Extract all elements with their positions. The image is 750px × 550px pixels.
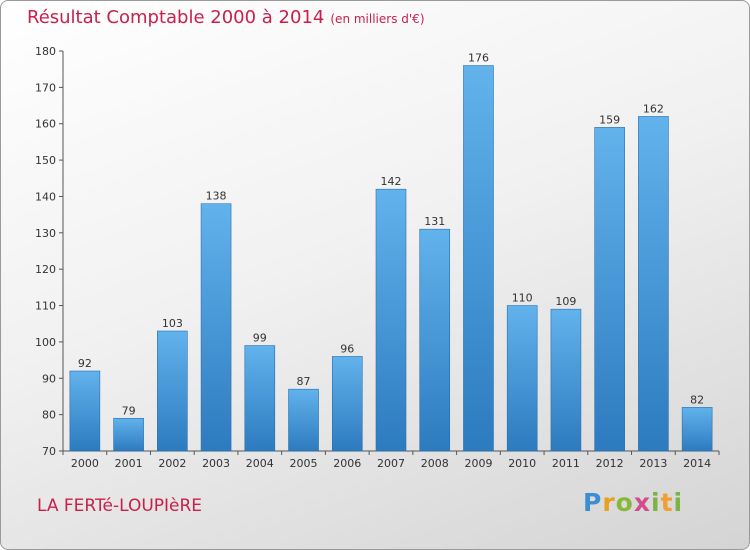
y-tick-label: 180 <box>35 45 56 58</box>
bar <box>550 308 582 452</box>
chart-title: Résultat Comptable 2000 à 2014 (en millie… <box>27 7 425 28</box>
bar <box>69 370 101 452</box>
bar <box>244 345 276 452</box>
bar-value-label: 96 <box>340 342 354 355</box>
bar-value-label: 103 <box>162 317 183 330</box>
x-tick-label: 2012 <box>596 457 624 470</box>
y-tick-label: 80 <box>42 409 56 422</box>
bars <box>69 65 713 452</box>
chart-subtitle: (en milliers d'€) <box>330 12 425 26</box>
bar <box>113 417 144 452</box>
commune-name: LA FERTé-LOUPIèRE <box>37 496 203 516</box>
bar <box>506 305 538 452</box>
y-tick-label: 100 <box>35 336 56 349</box>
y-tick-label: 130 <box>35 227 56 240</box>
bar <box>331 356 363 452</box>
x-tick-label: 2003 <box>202 457 230 470</box>
bar <box>638 116 669 452</box>
bar <box>375 188 407 452</box>
bar <box>463 65 494 452</box>
bar-value-label: 79 <box>122 404 136 417</box>
bar-value-label: 162 <box>643 102 664 115</box>
x-tick-label: 2005 <box>290 457 318 470</box>
bar-value-label: 87 <box>297 375 311 388</box>
y-tick-label: 140 <box>35 190 56 203</box>
x-tick-label: 2002 <box>158 457 186 470</box>
bar <box>157 330 188 452</box>
x-tick-label: 2004 <box>246 457 274 470</box>
x-tick-label: 2009 <box>464 457 492 470</box>
bar <box>594 127 625 452</box>
logo-letter: i <box>673 488 684 517</box>
logo-letter: i <box>651 488 661 517</box>
x-tick-label: 2013 <box>639 457 667 470</box>
x-tick-label: 2007 <box>377 457 405 470</box>
logo-letter: P <box>583 488 603 517</box>
y-tick-label: 70 <box>42 445 56 458</box>
x-tick-label: 2006 <box>333 457 361 470</box>
y-tick-label: 150 <box>35 154 56 167</box>
y-tick-label: 160 <box>35 118 56 131</box>
bar-value-label: 99 <box>253 332 267 345</box>
proxiti-logo: Proxiti <box>583 488 683 517</box>
bar-value-label: 131 <box>424 215 445 228</box>
y-tick-label: 110 <box>35 300 56 313</box>
x-tick-label: 2008 <box>421 457 449 470</box>
chart-title-text: Résultat Comptable 2000 à 2014 <box>27 7 325 28</box>
x-tick-label: 2010 <box>508 457 536 470</box>
bar-value-label: 82 <box>690 393 704 406</box>
y-tick-label: 90 <box>42 372 56 385</box>
bar-value-label: 92 <box>78 357 92 370</box>
y-tick-label: 120 <box>35 263 56 276</box>
bar <box>288 388 319 452</box>
x-tick-label: 2001 <box>115 457 143 470</box>
labels: 92 2000 79 2001 103 2002 138 2003 99 2004 87 2005 96… <box>71 52 711 470</box>
bar <box>681 407 713 452</box>
bar-value-label: 159 <box>599 113 620 126</box>
bar-value-label: 109 <box>555 295 576 308</box>
y-tick-label: 170 <box>35 81 56 94</box>
x-tick-label: 2014 <box>683 457 711 470</box>
logo-letter: x <box>633 488 651 517</box>
x-tick-label: 2000 <box>71 457 99 470</box>
bar <box>200 203 232 452</box>
logo-letter: o <box>615 488 634 517</box>
bar-value-label: 110 <box>512 292 533 305</box>
bar <box>419 228 451 452</box>
x-tick-label: 2011 <box>552 457 580 470</box>
logo-letter: t <box>660 488 674 517</box>
bar-value-label: 142 <box>381 175 402 188</box>
bar-value-label: 176 <box>468 52 489 65</box>
logo-letter: r <box>602 488 616 517</box>
bar-value-label: 138 <box>206 190 227 203</box>
